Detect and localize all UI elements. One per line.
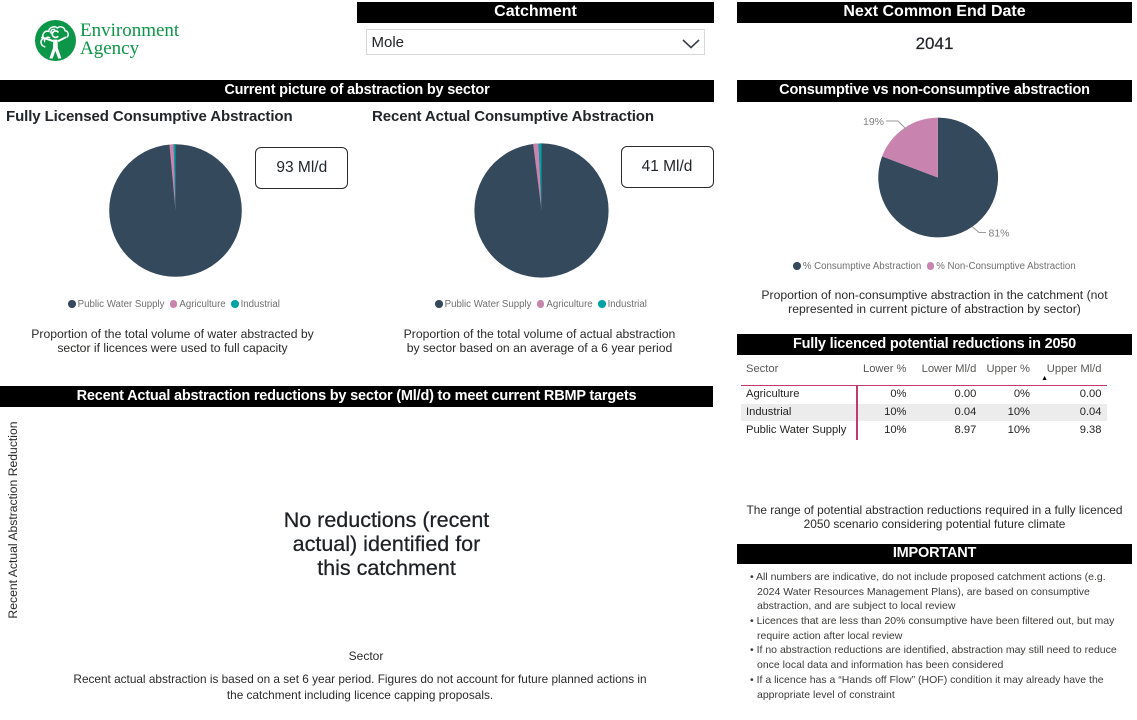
svg-text:19%: 19% <box>863 116 884 128</box>
svg-text:81%: 81% <box>989 228 1010 240</box>
